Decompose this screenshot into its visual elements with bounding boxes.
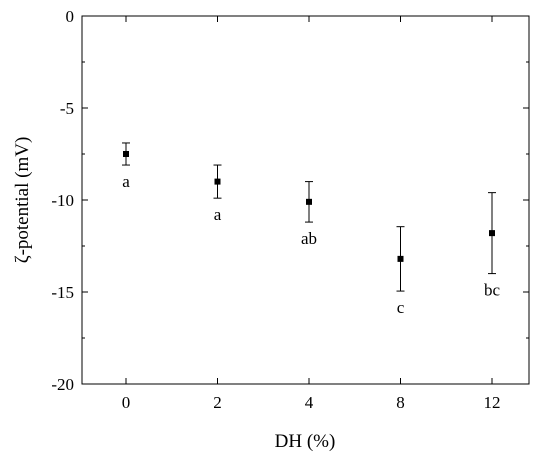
significance-label: bc xyxy=(484,281,501,300)
x-tick-label: 8 xyxy=(396,393,405,412)
x-tick-label: 4 xyxy=(305,393,314,412)
y-tick-label: -10 xyxy=(51,191,74,210)
x-tick-label: 0 xyxy=(122,393,131,412)
data-point-marker xyxy=(306,198,312,205)
x-tick-label: 12 xyxy=(484,393,501,412)
y-tick-label: -5 xyxy=(60,99,74,118)
data-point-group: ab xyxy=(301,181,317,248)
significance-label: ab xyxy=(301,229,317,248)
y-axis-label: ζ-potential (mV) xyxy=(12,137,33,264)
data-point-group: bc xyxy=(484,192,501,300)
data-point-marker xyxy=(214,178,221,185)
data-point-marker xyxy=(489,230,495,237)
y-tick-label: 0 xyxy=(66,7,75,26)
data-point-marker xyxy=(123,151,129,157)
data-point-group: a xyxy=(213,164,222,224)
y-tick-label: -20 xyxy=(51,375,74,394)
data-point-group: a xyxy=(122,142,130,191)
data-point-group: c xyxy=(396,226,405,317)
significance-label: a xyxy=(122,172,130,191)
data-point-marker xyxy=(397,255,404,262)
data-points: a a ab c bc xyxy=(122,142,501,317)
x-tick-label: 2 xyxy=(213,393,222,412)
significance-label: c xyxy=(397,298,405,317)
y-axis-ticks: 0 -5 -10 -15 -20 xyxy=(51,7,529,394)
significance-label: a xyxy=(214,205,222,224)
plot-frame xyxy=(81,15,530,385)
x-axis-ticks: 0 2 4 8 12 xyxy=(122,16,501,412)
y-tick-label: -15 xyxy=(51,283,74,302)
x-axis-label: DH (%) xyxy=(275,431,336,452)
